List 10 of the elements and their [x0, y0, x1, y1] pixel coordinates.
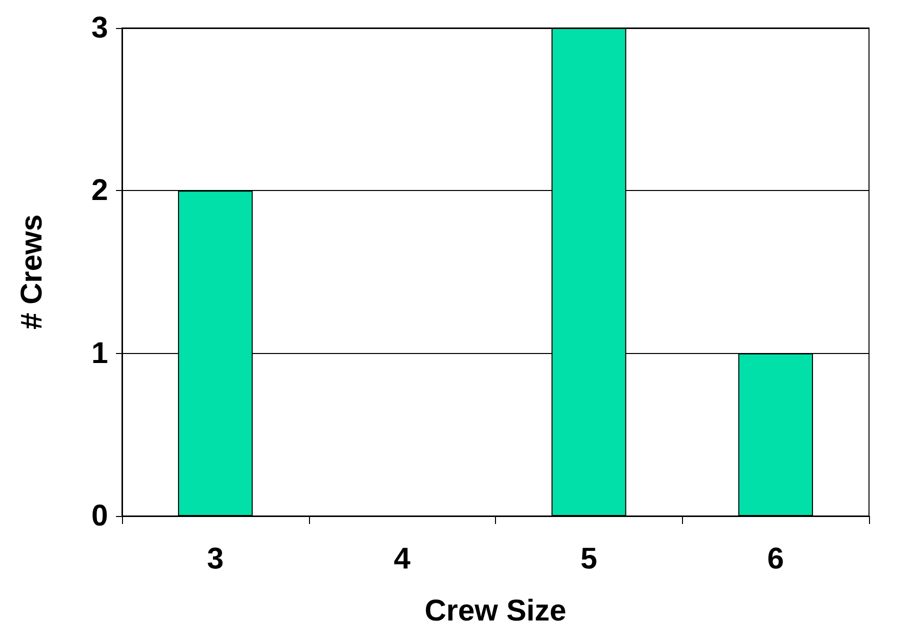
- x-axis-title: Crew Size: [424, 594, 566, 628]
- y-tick-label: 0: [91, 500, 108, 532]
- y-axis-title: # Crews: [16, 214, 48, 330]
- y-tick-label: 1: [91, 336, 108, 370]
- y-tick-label: 2: [91, 174, 108, 208]
- x-tick-label: 6: [767, 542, 784, 576]
- x-tick-label: 5: [580, 542, 598, 576]
- y-tick-label: 3: [91, 12, 108, 44]
- x-tick-label: 3: [207, 542, 224, 576]
- x-tick-label: 4: [394, 542, 411, 576]
